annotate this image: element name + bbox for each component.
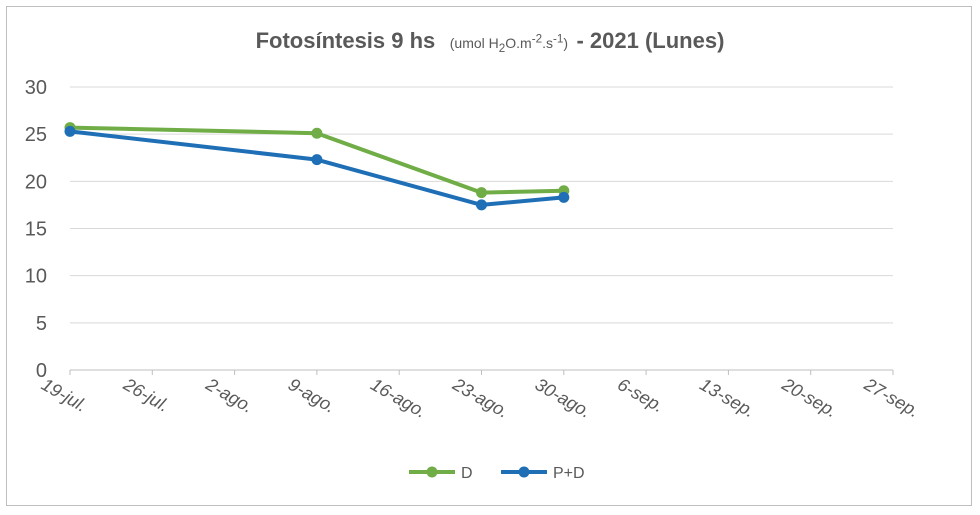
data-point-P+D: [311, 154, 323, 166]
data-point-P+D: [558, 191, 570, 203]
legend-label-D: D: [461, 465, 473, 482]
x-tick-label: 27-sep.: [860, 374, 923, 422]
x-tick-label: 16-ago.: [367, 374, 430, 422]
x-tick-label: 20-sep.: [778, 374, 841, 422]
x-tick-label: 13-sep.: [696, 374, 758, 421]
legend-label-P+D: P+D: [553, 465, 585, 482]
data-point-D: [476, 187, 487, 199]
data-point-D: [311, 127, 323, 139]
data-point-P+D: [64, 125, 76, 137]
chart-title-main: Fotosíntesis 9 hs: [255, 28, 436, 53]
chart-title-unit: (umol H2O.m-2.s-1): [449, 32, 569, 55]
chart-title: Fotosíntesis 9 hs (umol H2O.m-2.s-1) - 2…: [0, 28, 980, 55]
series-line-D: [69, 125, 564, 195]
x-tick-label: 23-ago.: [449, 374, 513, 422]
y-tick-label: 0: [36, 360, 47, 382]
y-tick-label: 30: [25, 77, 47, 99]
y-tick-label: 25: [25, 124, 47, 146]
y-tick-label: 20: [25, 171, 47, 193]
series-line-P+D: [69, 129, 564, 207]
data-point-P+D: [476, 199, 487, 211]
x-tick-label: 26-jul.: [119, 374, 172, 416]
x-tick-label: 30-ago.: [532, 374, 595, 422]
y-tick-label: 15: [25, 219, 47, 241]
chart-title-tail: - 2021 (Lunes): [576, 28, 725, 53]
chart-frame: [6, 6, 972, 506]
legend-marker-P+D: [518, 466, 530, 478]
legend-marker-D: [426, 466, 438, 478]
x-tick-label: 19-jul.: [38, 374, 90, 416]
y-tick-label: 10: [25, 266, 47, 288]
y-tick-label: 5: [36, 313, 47, 335]
x-tick-label: 9-ago.: [285, 374, 339, 417]
x-tick-label: 2-ago.: [202, 374, 257, 417]
x-tick-label: 6-sep.: [614, 374, 667, 416]
